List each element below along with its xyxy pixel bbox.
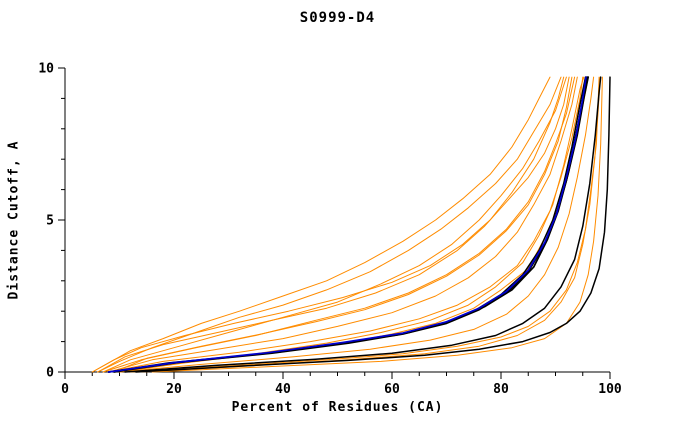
series-line-model-orange-14 [151,76,603,373]
series-line-model-orange-13 [113,76,573,373]
x-tick-label: 40 [275,382,291,397]
series-line-model-blue-01 [107,76,587,373]
series-line-model-orange-05 [108,76,578,373]
series-line-model-orange-04 [102,76,576,373]
y-axis-label: Distance Cutoff, A [6,140,22,300]
x-tick-label: 60 [384,382,400,397]
series-line-model-orange-15 [91,76,565,373]
y-tick-label: 10 [38,62,54,77]
series-line-model-orange-09 [119,76,595,373]
x-tick-label: 0 [61,382,69,397]
x-tick-label: 20 [166,382,182,397]
series-line-model-black-04 [135,76,611,373]
series-line-model-orange-10 [129,76,600,373]
series-line-model-orange-02 [97,76,562,373]
y-tick-label: 5 [46,214,54,229]
series-line-model-black-02 [113,76,590,373]
series-line-model-black-01 [107,76,588,373]
x-axis-label: Percent of Residues (CA) [231,400,444,415]
series-line-model-orange-03 [102,76,567,373]
y-tick-label: 0 [46,366,54,381]
series-line-model-orange-01 [91,76,551,373]
x-tick-label: 100 [598,382,622,397]
chart-title: S0999-D4 [299,10,376,26]
series-line-model-orange-06 [108,76,584,373]
series-line-model-orange-12 [97,76,570,373]
series-line-model-black-03 [124,76,602,373]
x-tick-label: 80 [493,382,509,397]
